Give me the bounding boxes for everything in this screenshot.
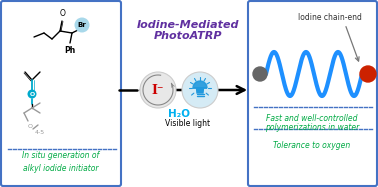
- Polygon shape: [193, 81, 207, 88]
- FancyBboxPatch shape: [1, 1, 121, 186]
- Text: Visible light: Visible light: [166, 119, 211, 128]
- Text: In situ generation of
alkyl iodide initiator: In situ generation of alkyl iodide initi…: [22, 151, 99, 173]
- Text: 4-5: 4-5: [35, 130, 45, 134]
- Text: I⁻: I⁻: [152, 84, 164, 96]
- Text: O: O: [60, 9, 65, 18]
- Text: Tolerance to oxygen: Tolerance to oxygen: [273, 140, 351, 149]
- Text: PhotoATRP: PhotoATRP: [154, 31, 222, 41]
- Text: Iodine chain-end: Iodine chain-end: [298, 13, 362, 22]
- Circle shape: [360, 66, 376, 82]
- FancyBboxPatch shape: [248, 1, 377, 186]
- Text: O: O: [28, 125, 33, 130]
- Text: Iodine-Mediated: Iodine-Mediated: [137, 20, 239, 30]
- Circle shape: [74, 18, 90, 33]
- Circle shape: [253, 67, 267, 81]
- Text: polymerizations in water: polymerizations in water: [265, 122, 359, 131]
- Text: Ph: Ph: [64, 45, 76, 54]
- Text: O: O: [29, 91, 35, 96]
- Circle shape: [28, 90, 37, 99]
- Circle shape: [140, 72, 176, 108]
- Text: H₂O: H₂O: [168, 109, 190, 119]
- Text: Br: Br: [77, 22, 87, 28]
- Text: Fast and well-controlled: Fast and well-controlled: [266, 114, 358, 122]
- Circle shape: [182, 72, 218, 108]
- Polygon shape: [197, 88, 203, 93]
